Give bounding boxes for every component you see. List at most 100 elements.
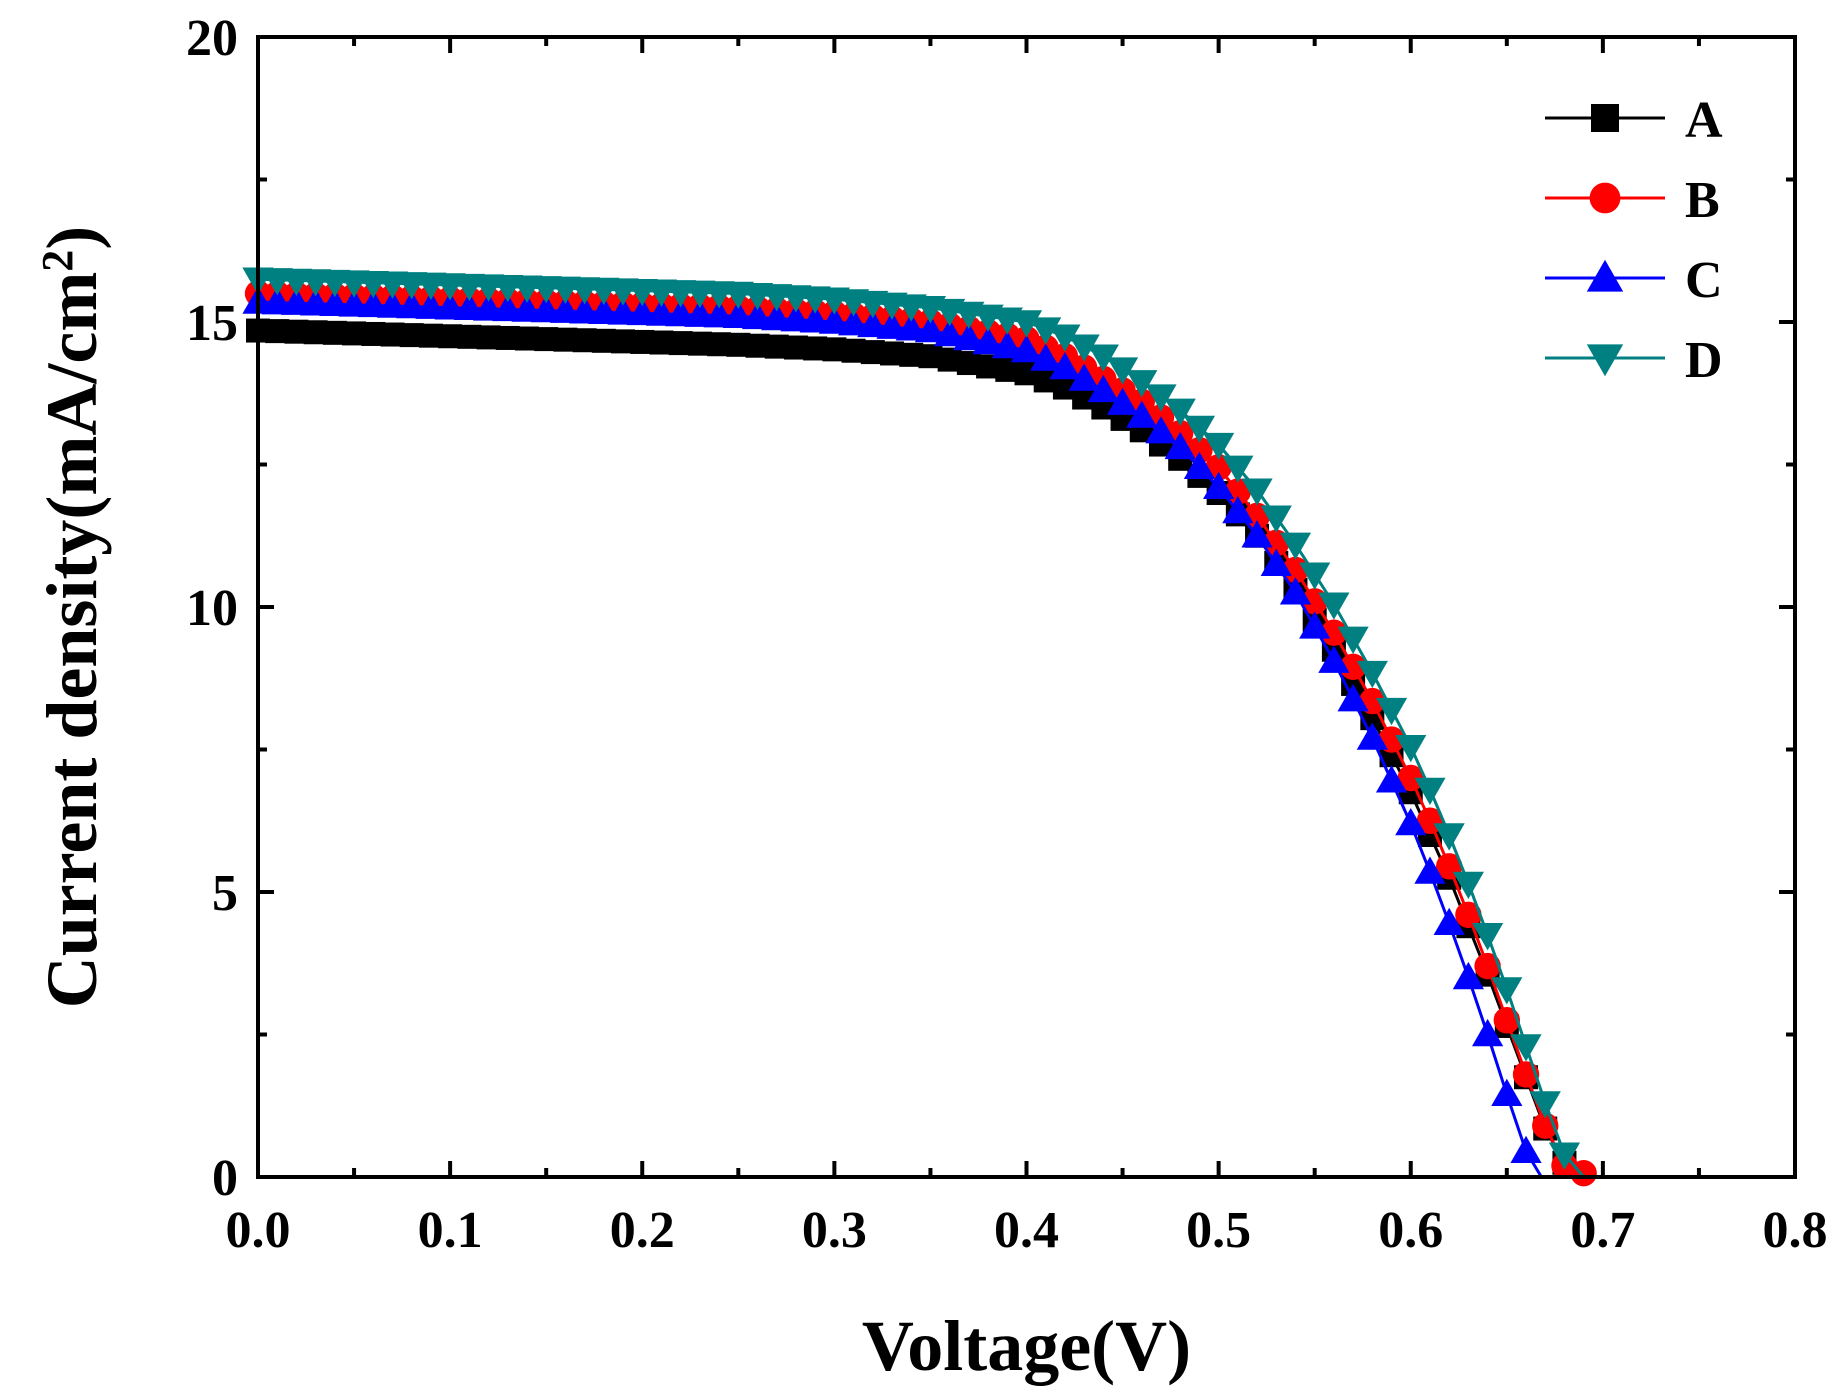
x-axis-title: Voltage(V) xyxy=(862,1306,1191,1386)
data-point xyxy=(1474,952,1501,980)
data-point xyxy=(1510,1034,1542,1062)
data-point xyxy=(953,322,985,351)
data-point xyxy=(1126,370,1158,398)
series-B xyxy=(244,280,1597,1187)
x-tick-label: 0.4 xyxy=(994,1202,1059,1259)
data-point xyxy=(1299,611,1331,639)
series-line-C xyxy=(257,300,1543,1178)
data-point xyxy=(626,297,658,326)
series-D xyxy=(242,267,1585,1178)
data-point xyxy=(280,287,313,315)
data-point xyxy=(876,311,908,339)
legend-label-C: C xyxy=(1685,252,1723,309)
data-point xyxy=(780,304,812,332)
data-point xyxy=(434,292,466,320)
data-point xyxy=(1337,626,1369,654)
data-point xyxy=(703,300,735,328)
legend-label-D: D xyxy=(1685,332,1723,389)
data-point xyxy=(645,298,678,326)
x-tick-label: 0.3 xyxy=(802,1202,867,1259)
data-point xyxy=(1570,1160,1597,1187)
data-point xyxy=(1339,653,1367,681)
data-point xyxy=(684,299,716,327)
data-point xyxy=(1183,415,1216,444)
data-point xyxy=(300,288,332,316)
legend-marker-D xyxy=(1586,344,1624,377)
data-point xyxy=(1203,432,1235,461)
data-point xyxy=(1260,548,1292,576)
y-tick-label: 20 xyxy=(186,10,238,67)
data-point xyxy=(837,308,870,336)
data-point xyxy=(1279,577,1312,605)
data-point xyxy=(761,302,793,331)
data-point xyxy=(1414,777,1446,805)
data-point xyxy=(1203,471,1235,499)
legend-marker-C xyxy=(1586,259,1624,292)
data-point xyxy=(1529,1091,1561,1119)
x-tick-label: 0.1 xyxy=(418,1202,483,1259)
data-point xyxy=(1145,416,1177,444)
x-tick-label: 0.2 xyxy=(610,1202,675,1259)
data-point xyxy=(319,288,351,317)
plot-frame xyxy=(256,35,1797,1179)
data-point xyxy=(1397,764,1424,792)
data-point xyxy=(1337,684,1369,712)
data-point xyxy=(1472,923,1504,951)
data-point xyxy=(549,295,581,323)
data-point xyxy=(1241,478,1273,506)
x-tick-label: 0.7 xyxy=(1570,1202,1635,1259)
data-point xyxy=(1356,660,1388,689)
data-point xyxy=(857,309,889,338)
data-point xyxy=(1433,907,1465,936)
data-point xyxy=(1030,317,1062,345)
data-point xyxy=(1164,398,1196,426)
data-point xyxy=(1145,384,1177,412)
data-point xyxy=(1049,352,1081,380)
data-point xyxy=(818,306,850,334)
data-point xyxy=(1010,310,1043,338)
x-tick-label: 0.5 xyxy=(1186,1202,1251,1259)
y-tick-label: 5 xyxy=(212,865,238,922)
x-tick-label: 0.8 xyxy=(1763,1202,1828,1259)
data-point xyxy=(1164,431,1196,460)
data-point xyxy=(722,300,754,328)
data-point xyxy=(376,290,409,318)
data-point xyxy=(1222,495,1254,524)
data-point xyxy=(934,318,966,347)
data-point xyxy=(1548,1142,1581,1170)
data-point xyxy=(895,313,927,341)
legend-marker-B xyxy=(1589,182,1621,214)
data-point xyxy=(1260,505,1292,533)
data-point xyxy=(530,295,562,323)
data-point xyxy=(1375,697,1408,726)
data-point xyxy=(1279,532,1312,560)
data-point xyxy=(472,293,505,321)
data-point xyxy=(741,301,774,330)
data-point xyxy=(1472,1018,1504,1047)
data-point xyxy=(1395,734,1427,763)
data-point xyxy=(1356,722,1388,750)
data-point xyxy=(1049,324,1081,352)
data-point xyxy=(1241,520,1273,548)
series-C xyxy=(242,286,1543,1178)
data-point xyxy=(1414,856,1446,884)
plot-marks xyxy=(242,267,1597,1187)
data-point xyxy=(1320,619,1348,646)
y-tick-label: 15 xyxy=(186,295,238,352)
series-line-A xyxy=(257,329,1576,1178)
data-point xyxy=(1068,363,1100,391)
data-point xyxy=(914,314,947,343)
data-point xyxy=(511,294,543,322)
data-point xyxy=(357,289,389,318)
legend-marker-A xyxy=(1591,104,1619,132)
data-point xyxy=(1510,1135,1542,1164)
data-point xyxy=(492,293,524,322)
data-point xyxy=(1318,592,1350,620)
y-tick-label: 10 xyxy=(186,580,238,637)
data-point xyxy=(1087,374,1119,403)
data-point xyxy=(1395,808,1427,836)
data-point xyxy=(972,326,1004,355)
data-point xyxy=(607,297,639,325)
